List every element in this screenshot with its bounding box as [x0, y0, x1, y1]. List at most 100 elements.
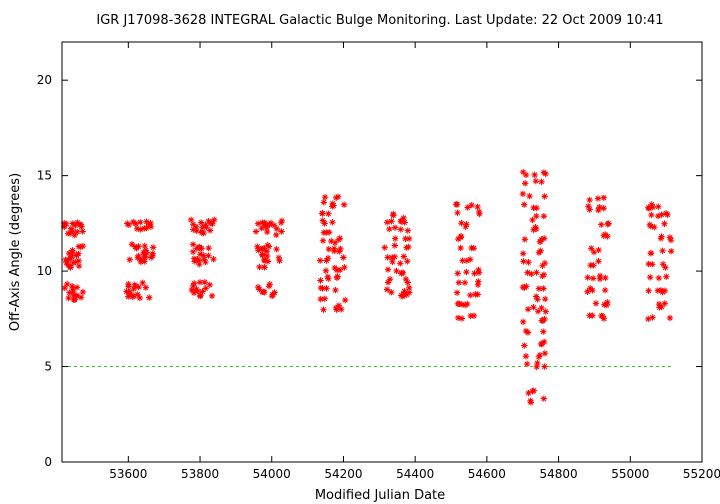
x-tick-label: 53800: [181, 467, 219, 481]
data-point: [69, 249, 76, 256]
data-point: [461, 301, 469, 309]
data-point: [586, 206, 593, 213]
data-point: [336, 248, 343, 255]
data-point: [323, 285, 330, 292]
data-point: [341, 264, 348, 271]
data-point: [139, 279, 146, 287]
data-point: [462, 223, 469, 231]
x-axis-label: Modified Julian Date: [315, 488, 445, 503]
data-point: [190, 280, 198, 287]
plot-frame: [61, 41, 703, 463]
data-point: [467, 291, 474, 299]
data-point: [271, 289, 278, 296]
data-point: [590, 248, 598, 256]
data-point: [203, 224, 210, 231]
data-point: [458, 301, 466, 308]
data-point: [331, 247, 338, 255]
data-point: [404, 279, 411, 286]
data-point: [259, 252, 266, 259]
y-axis-label: Off-Axis Angle (degrees): [8, 173, 23, 331]
x-tick-label: 54400: [396, 467, 434, 481]
data-point: [645, 260, 652, 268]
data-point: [193, 227, 200, 235]
data-point: [645, 315, 652, 323]
data-point: [540, 169, 548, 176]
data-point: [336, 235, 344, 242]
data-point: [317, 277, 324, 284]
data-point: [529, 387, 536, 395]
data-point: [541, 259, 549, 267]
data-point: [386, 225, 393, 233]
data-point: [598, 312, 605, 320]
data-point: [402, 275, 410, 283]
data-point: [68, 282, 76, 290]
data-point: [262, 257, 269, 264]
data-point: [600, 194, 607, 201]
data-point: [64, 230, 72, 237]
data-point: [75, 262, 83, 270]
data-point: [320, 306, 327, 313]
data-point: [587, 262, 594, 269]
data-point: [75, 243, 83, 250]
data-point: [125, 280, 132, 288]
data-point: [474, 203, 481, 211]
data-point: [525, 389, 532, 397]
data-point: [254, 220, 262, 227]
data-point: [69, 259, 77, 267]
data-point: [539, 262, 546, 269]
data-point: [135, 252, 142, 260]
data-point: [521, 236, 529, 243]
data-point: [137, 219, 144, 226]
data-point: [645, 287, 652, 294]
data-point: [398, 218, 405, 225]
data-point: [67, 254, 74, 262]
data-point: [520, 258, 527, 265]
data-point: [388, 218, 395, 225]
data-point: [196, 279, 204, 286]
data-point: [405, 243, 412, 251]
data-point: [535, 249, 543, 256]
data-point: [276, 257, 283, 264]
data-point: [596, 275, 604, 283]
data-point: [655, 203, 662, 210]
data-point: [585, 203, 592, 210]
data-point: [656, 304, 663, 311]
x-tick-label: 54200: [324, 467, 362, 481]
data-point: [538, 178, 545, 185]
data-point: [325, 245, 333, 253]
data-point: [69, 227, 76, 235]
data-point: [528, 270, 535, 278]
data-point: [404, 227, 411, 234]
data-point: [595, 206, 602, 214]
data-point: [264, 258, 272, 265]
data-point: [278, 217, 286, 225]
data-point: [190, 289, 198, 297]
data-point: [589, 275, 597, 282]
data-point: [264, 252, 271, 260]
y-tick-label: 10: [37, 264, 52, 278]
y-axis: 0 5 10 15 20: [37, 73, 702, 469]
data-point: [463, 257, 471, 264]
data-point: [657, 235, 665, 242]
data-point: [73, 292, 81, 299]
data-point: [69, 220, 76, 227]
data-point: [147, 254, 155, 261]
data-point: [646, 274, 654, 281]
data-point: [205, 244, 212, 252]
data-point: [472, 291, 479, 298]
data-point: [259, 219, 266, 226]
data-point: [124, 220, 131, 227]
data-point: [321, 193, 329, 201]
data-point: [595, 258, 602, 265]
data-point: [200, 256, 208, 263]
data-point: [342, 296, 349, 304]
data-point: [332, 304, 340, 312]
data-point: [397, 226, 404, 233]
data-point: [333, 306, 340, 313]
data-point: [600, 205, 607, 212]
data-point: [530, 304, 537, 311]
data-point: [531, 171, 538, 179]
data-point: [72, 222, 79, 229]
data-point: [457, 232, 465, 240]
data-point: [649, 314, 656, 321]
